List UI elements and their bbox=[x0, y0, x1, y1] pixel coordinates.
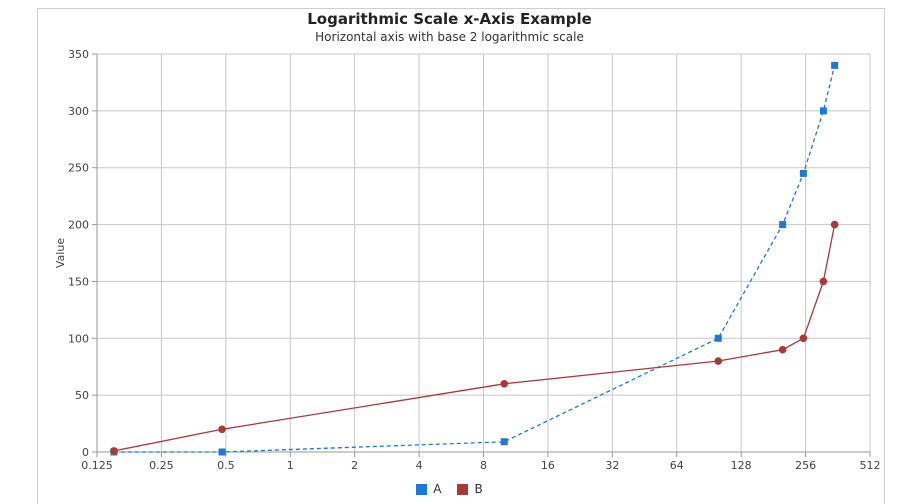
series-a-point bbox=[218, 448, 226, 456]
chart-title: Logarithmic Scale x-Axis Example bbox=[307, 10, 592, 28]
x-tick-label: 0.5 bbox=[217, 459, 235, 472]
y-tick-label: 50 bbox=[75, 389, 89, 402]
x-tick-label: 16 bbox=[541, 459, 555, 472]
x-tick-label: 8 bbox=[480, 459, 487, 472]
series-b-point bbox=[110, 447, 118, 455]
series-a-line bbox=[113, 65, 836, 453]
series-a-point bbox=[819, 107, 827, 115]
legend-label: A bbox=[433, 482, 442, 496]
series-b-point bbox=[714, 357, 723, 365]
legend-label: B bbox=[474, 482, 483, 496]
series-a-point bbox=[500, 438, 508, 446]
x-tick-label: 64 bbox=[670, 459, 684, 472]
legend-item-a[interactable]: A bbox=[416, 482, 441, 496]
chart-frame bbox=[37, 8, 885, 504]
y-tick-label: 250 bbox=[68, 162, 89, 175]
x-tick-label: 2 bbox=[351, 459, 358, 472]
series-a-point bbox=[831, 61, 839, 69]
y-tick-label: 350 bbox=[68, 48, 89, 61]
legend-swatch bbox=[416, 483, 428, 495]
y-tick-label: 100 bbox=[68, 332, 89, 345]
x-tick-label: 256 bbox=[795, 459, 816, 472]
series-b-point bbox=[500, 379, 509, 388]
y-tick-label: 200 bbox=[68, 219, 89, 232]
x-tick-label: 512 bbox=[860, 459, 881, 472]
x-tick-label: 0.125 bbox=[81, 459, 113, 472]
chart-subtitle: Horizontal axis with base 2 logarithmic … bbox=[315, 30, 584, 44]
legend-item-b[interactable]: B bbox=[457, 482, 483, 496]
series-b-point bbox=[218, 425, 226, 434]
series-b-point bbox=[819, 277, 828, 286]
y-tick-label: 150 bbox=[68, 275, 89, 288]
series-b-point bbox=[778, 345, 787, 354]
series-a-point bbox=[799, 169, 807, 177]
x-tick-label: 0.25 bbox=[149, 459, 174, 472]
x-tick-label: 128 bbox=[731, 459, 752, 472]
x-tick-label: 1 bbox=[287, 459, 294, 472]
series-b-point bbox=[799, 334, 808, 343]
x-tick-label: 32 bbox=[605, 459, 619, 472]
y-tick-label: 300 bbox=[68, 105, 89, 118]
series-b-line bbox=[113, 224, 836, 452]
y-tick-label: 0 bbox=[82, 446, 89, 459]
series-a-point bbox=[714, 334, 722, 342]
y-axis-label: Value bbox=[54, 238, 67, 268]
legend-swatch bbox=[457, 483, 469, 495]
series-b-point bbox=[830, 220, 839, 229]
series-a-point bbox=[779, 221, 787, 229]
x-tick-label: 4 bbox=[416, 459, 423, 472]
